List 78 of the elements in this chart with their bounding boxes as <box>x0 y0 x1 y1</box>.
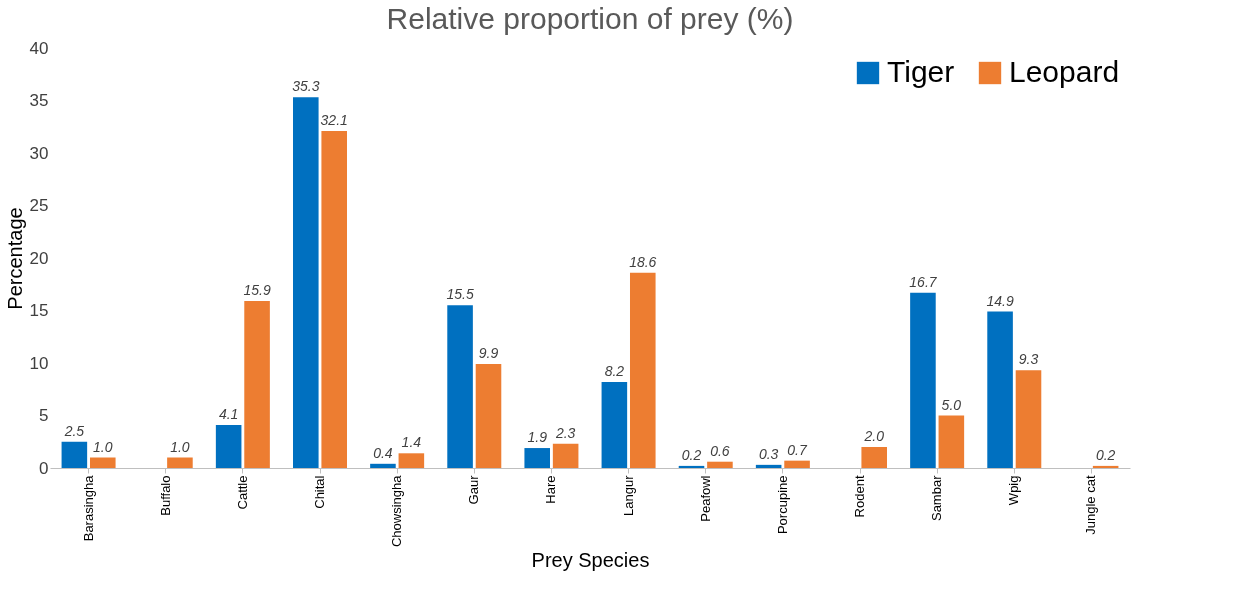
bar <box>987 311 1013 468</box>
bar <box>678 465 705 468</box>
bar <box>321 130 347 468</box>
bar <box>910 292 936 468</box>
legend-label: Leopard <box>1009 55 1120 88</box>
data-label: 1.4 <box>401 434 422 451</box>
x-tick-label: Langur <box>620 474 636 516</box>
bar <box>475 364 502 468</box>
bar <box>524 448 551 468</box>
x-tick-label: Peafowl <box>697 475 713 522</box>
bar <box>61 441 88 468</box>
y-tick-label: 5 <box>39 406 49 425</box>
data-label: 9.3 <box>1018 351 1039 368</box>
bar <box>861 447 887 468</box>
bar <box>552 443 579 468</box>
data-label: 2.0 <box>863 428 885 444</box>
y-axis-title: Percentage <box>3 207 26 310</box>
data-label: 1.0 <box>170 438 190 455</box>
data-label: 15.9 <box>243 282 271 299</box>
y-tick-label: 0 <box>39 458 49 478</box>
x-tick-label: Chowsingha <box>389 474 405 548</box>
x-tick-label: Gaur <box>466 474 482 505</box>
legend-label: Tiger <box>887 55 955 88</box>
bar <box>167 457 193 468</box>
bar <box>629 272 656 468</box>
x-tick-label: Chital <box>312 475 327 509</box>
bar <box>938 415 965 468</box>
bar <box>89 457 116 468</box>
data-label: 5.0 <box>941 396 962 413</box>
data-label: 0.7 <box>787 441 809 458</box>
data-label: 0.3 <box>758 445 779 462</box>
bar <box>755 464 782 468</box>
data-label: 1.0 <box>93 438 113 455</box>
data-label: 2.5 <box>63 422 85 439</box>
bar <box>370 463 396 468</box>
y-tick-label: 40 <box>29 38 49 58</box>
x-tick-label: Jungle cat <box>1083 475 1099 535</box>
data-label: 1.9 <box>527 429 548 446</box>
x-tick-label: Rodent <box>852 475 867 518</box>
bar <box>1015 370 1042 468</box>
data-label: 0.2 <box>1095 446 1116 463</box>
bar <box>215 424 242 468</box>
y-tick-label: 30 <box>29 143 49 163</box>
y-tick-label: 25 <box>29 196 49 215</box>
data-label: 18.6 <box>629 253 657 270</box>
data-label: 9.9 <box>478 345 499 362</box>
bar <box>707 461 733 468</box>
y-tick-label: 35 <box>29 91 49 110</box>
data-label: 4.1 <box>218 405 239 422</box>
data-label: 14.9 <box>986 292 1014 309</box>
data-label: 8.2 <box>604 362 625 379</box>
data-label: 0.2 <box>681 446 702 463</box>
data-label: 35.3 <box>292 78 320 95</box>
x-tick-label: Wpig <box>1006 475 1022 506</box>
x-tick-label: Barasingha <box>80 474 96 542</box>
bar <box>601 381 628 468</box>
data-label: 0.4 <box>373 444 393 461</box>
x-tick-label: Cattle <box>234 475 250 510</box>
data-label: 32.1 <box>320 111 348 128</box>
bar <box>398 453 425 468</box>
x-tick-label: Buffalo <box>157 475 173 516</box>
y-tick-label: 10 <box>29 353 49 373</box>
data-label: 0.6 <box>710 442 730 459</box>
x-axis-title: Prey Species <box>531 549 650 572</box>
bar <box>1092 465 1119 468</box>
x-tick-label: Sambar <box>929 474 945 522</box>
bar <box>784 460 810 468</box>
data-label: 2.3 <box>554 424 576 441</box>
bar <box>293 97 319 468</box>
y-tick-label: 20 <box>29 248 49 268</box>
x-tick-label: Porcupine <box>774 475 790 535</box>
data-label: 16.7 <box>909 273 938 290</box>
y-tick-label: 15 <box>29 301 49 320</box>
data-label: 15.5 <box>446 286 474 303</box>
x-tick-label: Hare <box>543 475 559 504</box>
bar <box>244 301 270 468</box>
chart-title: Relative proportion of prey (%) <box>386 2 794 35</box>
bar <box>447 305 473 468</box>
